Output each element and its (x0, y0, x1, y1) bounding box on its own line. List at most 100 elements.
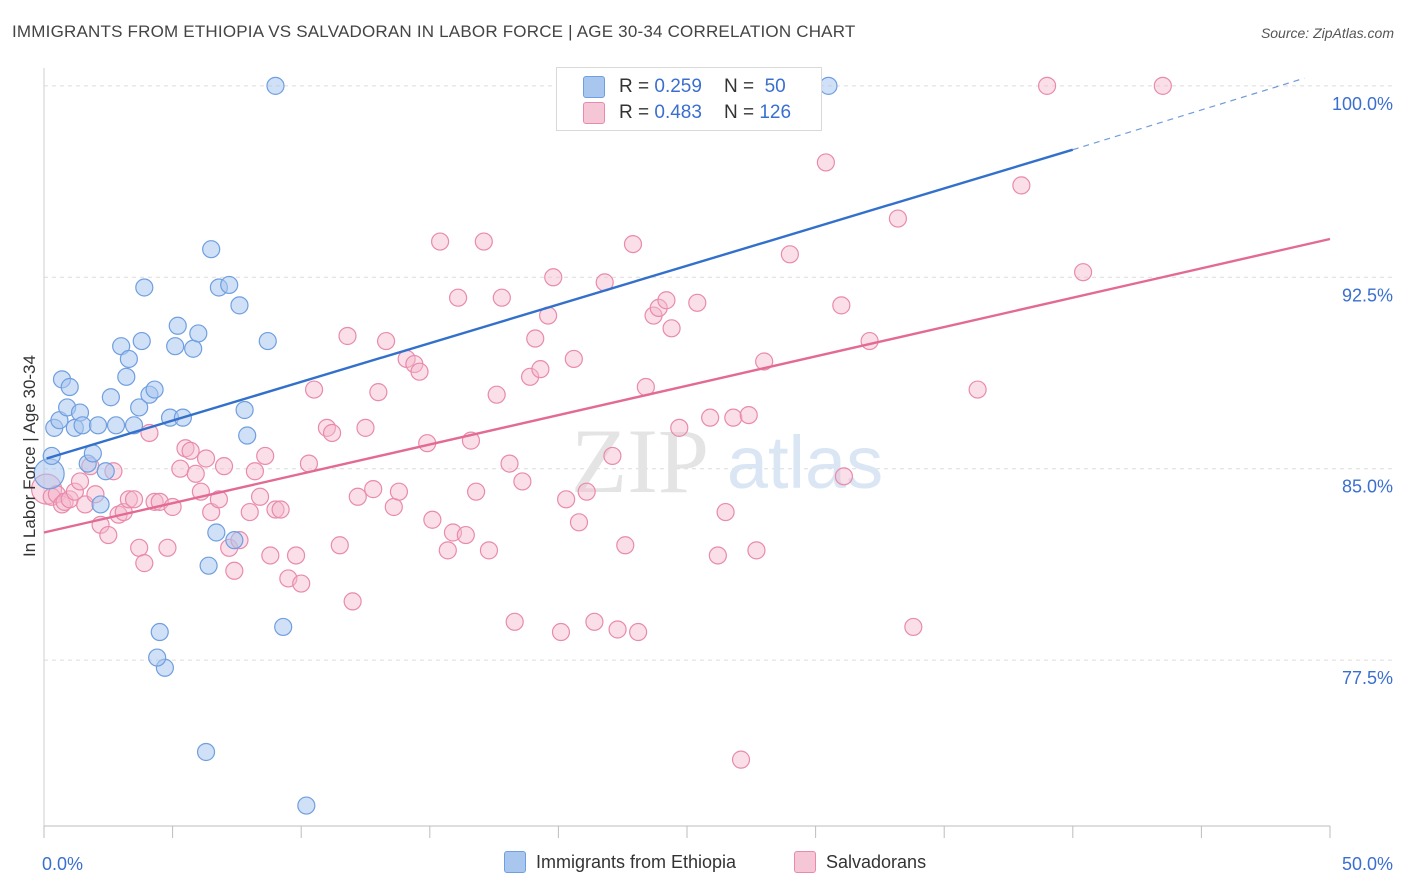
salvadoran-point (716, 502, 735, 522)
salvadoran-point (904, 617, 923, 637)
legend-row-ethiopia: R = 0.259 N = 50 (583, 74, 786, 100)
gridlines (44, 85, 1394, 661)
salvadoran-point (603, 446, 622, 466)
legend-n-label: N = (723, 76, 755, 97)
salvadoran-point (569, 513, 589, 532)
ethiopia-point (819, 76, 838, 95)
salvadoran-point (65, 482, 84, 501)
salvadoran-point (688, 293, 707, 312)
salvadoran-point (564, 349, 583, 369)
ethiopia-points (33, 76, 838, 815)
ethiopia-point (202, 240, 221, 259)
ethiopia-point (132, 331, 151, 351)
ethiopia-point (168, 316, 187, 335)
salvadoran-point (832, 296, 851, 315)
ethiopia-point (235, 400, 254, 420)
salvadoran-point (266, 500, 285, 519)
salvadoran-point (186, 464, 205, 483)
bottom-legend-swatch-salvadorans (794, 851, 816, 873)
salvadoran-point (271, 500, 290, 519)
legend-n-salvadorans: 126 (759, 102, 792, 123)
watermark: ZIP atlas (571, 410, 883, 512)
bottom-legend-label-salvadorans: Salvadorans (826, 851, 927, 872)
salvadoran-point (99, 525, 118, 545)
bottom-legend-swatch-ethiopia (504, 851, 526, 873)
salvadoran-point (304, 380, 324, 399)
ethiopia-point (96, 462, 115, 481)
ethiopia-point (258, 331, 277, 351)
x-tick-label: 50.0% (1342, 854, 1393, 874)
ethiopia-point (148, 648, 167, 667)
salvadoran-point (585, 612, 604, 631)
y-tick-label: 100.0% (1332, 94, 1393, 114)
ethiopia-trend-extension (1072, 77, 1305, 151)
salvadoran-point (448, 288, 468, 307)
salvadoran-point (492, 288, 511, 307)
salvadoran-point (410, 362, 429, 381)
salvadoran-point (209, 490, 228, 509)
ethiopia-point (238, 426, 257, 445)
salvadoran-point (338, 326, 357, 346)
salvadoran-point (124, 490, 144, 509)
legend-row-salvadorans: R = 0.483 N = 126 (583, 100, 791, 126)
source-credit: Source: ZipAtlas.com (1260, 25, 1394, 41)
salvadoran-point (747, 541, 766, 560)
salvadoran-point (474, 232, 493, 251)
salvadoran-point (322, 423, 342, 443)
x-tick-label: 0.0% (42, 854, 83, 874)
ethiopia-point (230, 296, 249, 315)
ethiopia-point (199, 556, 218, 575)
legend-n-label: N = (723, 102, 755, 123)
ethiopia-point (88, 416, 108, 435)
salvadoran-point (369, 383, 388, 402)
salvadoran-point (701, 408, 720, 427)
salvadoran-point (629, 622, 648, 642)
legend-r-label: R = (619, 76, 650, 97)
salvadoran-point (376, 331, 396, 351)
legend-swatch-ethiopia (583, 76, 605, 98)
legend-r-salvadorans: 0.483 (654, 102, 702, 123)
ethiopia-point (196, 742, 216, 762)
salvadoran-point (119, 490, 138, 509)
salvadoran-trend-line (43, 237, 1331, 534)
salvadoran-point (531, 360, 550, 379)
salvadoran-point (500, 454, 519, 473)
salvadoran-point (130, 538, 149, 557)
bottom-legend-salvadorans: Salvadorans (794, 851, 926, 873)
salvadoran-point (1153, 76, 1172, 95)
ethiopia-point (297, 796, 316, 815)
y-tick-label: 92.5% (1342, 285, 1393, 305)
ethiopia-point (106, 416, 126, 435)
salvadoran-point (135, 554, 154, 573)
axes (43, 68, 1331, 838)
salvadoran-point (755, 352, 774, 371)
ethiopia-point (184, 339, 203, 358)
salvadoran-point (577, 482, 596, 501)
salvadoran-point (438, 541, 457, 560)
salvadoran-point (739, 405, 758, 425)
salvadoran-point (292, 574, 311, 593)
y-tick-label: 85.0% (1342, 477, 1393, 497)
salvadoran-point (158, 538, 177, 557)
legend-r-ethiopia: 0.259 (654, 76, 702, 97)
salvadoran-point (181, 441, 200, 460)
salvadoran-point (250, 487, 270, 506)
ethiopia-point (266, 76, 285, 95)
salvadoran-point (330, 536, 349, 555)
salvadoran-point (196, 449, 216, 468)
salvadoran-point (245, 462, 265, 481)
salvadoran-point (662, 319, 681, 338)
correlation-legend: R = 0.259 N = 50 R = 0.483 N = 126 (556, 67, 822, 131)
ethiopia-point (117, 367, 136, 386)
y-tick-label: 77.5% (1342, 668, 1393, 688)
salvadoran-point (521, 367, 540, 386)
salvadoran-point (214, 457, 234, 476)
ethiopia-point (60, 377, 79, 397)
salvadoran-point (286, 546, 306, 565)
salvadoran-point (256, 446, 275, 466)
bottom-legend-ethiopia: Immigrants from Ethiopia (504, 851, 736, 873)
salvadorans-points (30, 76, 1172, 769)
ethiopia-point (220, 275, 239, 295)
ethiopia-point (150, 622, 169, 642)
salvadoran-point (834, 467, 853, 486)
